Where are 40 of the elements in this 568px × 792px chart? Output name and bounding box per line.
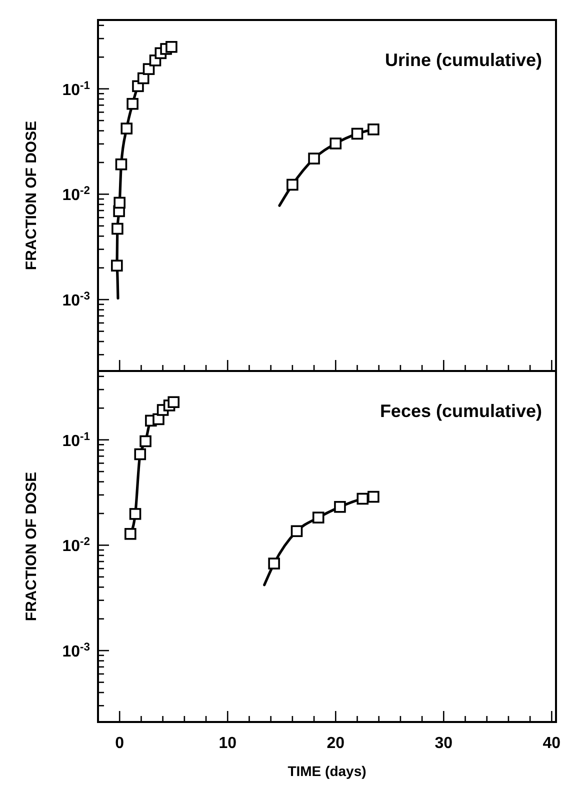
point (111, 260, 123, 272)
x-tick-label: 40 (542, 735, 561, 752)
point (312, 512, 324, 524)
point (356, 492, 369, 505)
point (112, 222, 124, 235)
y-tick-label: 10$^{-2}$ (62, 185, 90, 204)
point (308, 152, 320, 164)
point (140, 435, 152, 448)
point (129, 508, 142, 520)
text: Feces (cumulative) (380, 401, 542, 421)
point (137, 72, 150, 84)
point (134, 448, 146, 460)
y-axis-title: FRACTION OF DOSE (23, 120, 40, 270)
point (351, 128, 364, 140)
point (368, 490, 380, 503)
text: Urine (cumulative) (384, 50, 542, 70)
point (368, 124, 380, 136)
point (124, 528, 136, 540)
y-tick-label: 10$^{-2}$ (62, 536, 90, 556)
point (268, 558, 280, 570)
x-tick-label: 20 (326, 735, 345, 752)
point (126, 98, 138, 110)
point (334, 500, 346, 513)
y-tick-label: 10$^{-3}$ (62, 642, 90, 661)
point (290, 525, 303, 538)
x-tick-label: 10 (218, 735, 237, 752)
point (168, 396, 180, 408)
x-tick-label: 30 (434, 735, 453, 752)
y-tick-label: 10$^{-1}$ (62, 430, 90, 450)
y-tick-label: 10$^{-1}$ (62, 80, 90, 99)
point (330, 138, 342, 150)
y-tick-label: 10$^{-3}$ (62, 290, 90, 310)
x-axis-title: TIME (days) (288, 763, 366, 779)
x-tick-label: 0 (115, 735, 124, 752)
y-axis-title: FRACTION OF DOSE (23, 472, 40, 622)
point (115, 158, 128, 170)
point (286, 178, 298, 191)
point (166, 41, 178, 53)
point (114, 196, 126, 209)
point (120, 122, 133, 134)
